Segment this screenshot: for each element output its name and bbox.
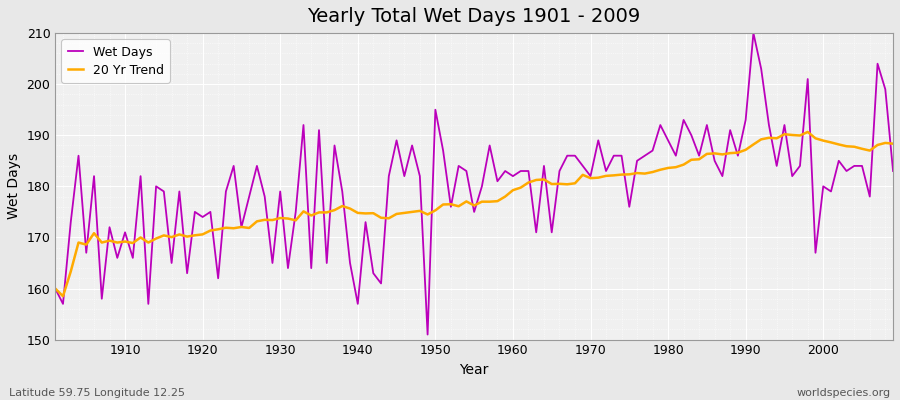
Title: Yearly Total Wet Days 1901 - 2009: Yearly Total Wet Days 1901 - 2009	[308, 7, 641, 26]
Wet Days	[608, 153, 619, 158]
20 Yr Trend	[50, 286, 60, 291]
Wet Days	[112, 256, 122, 260]
Y-axis label: Wet Days: Wet Days	[7, 153, 21, 220]
Text: Latitude 59.75 Longitude 12.25: Latitude 59.75 Longitude 12.25	[9, 388, 185, 398]
20 Yr Trend	[58, 294, 68, 299]
20 Yr Trend	[608, 173, 619, 178]
20 Yr Trend	[291, 218, 302, 223]
Wet Days	[50, 286, 60, 291]
20 Yr Trend	[337, 204, 347, 208]
X-axis label: Year: Year	[460, 363, 489, 377]
20 Yr Trend	[120, 239, 130, 244]
20 Yr Trend	[508, 188, 518, 192]
Line: Wet Days: Wet Days	[55, 33, 893, 334]
Wet Days	[748, 31, 759, 36]
Wet Days	[508, 174, 518, 178]
Text: worldspecies.org: worldspecies.org	[796, 388, 891, 398]
Legend: Wet Days, 20 Yr Trend: Wet Days, 20 Yr Trend	[61, 39, 170, 83]
Wet Days	[516, 169, 526, 174]
Line: 20 Yr Trend: 20 Yr Trend	[55, 132, 893, 296]
Wet Days	[329, 143, 340, 148]
20 Yr Trend	[887, 141, 898, 146]
Wet Days	[887, 169, 898, 174]
20 Yr Trend	[516, 185, 526, 190]
Wet Days	[283, 266, 293, 270]
Wet Days	[422, 332, 433, 337]
20 Yr Trend	[802, 130, 813, 134]
